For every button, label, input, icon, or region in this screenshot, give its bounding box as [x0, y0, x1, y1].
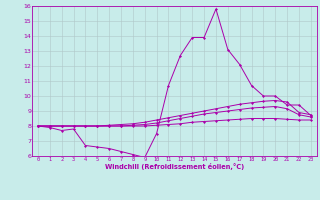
X-axis label: Windchill (Refroidissement éolien,°C): Windchill (Refroidissement éolien,°C): [105, 163, 244, 170]
